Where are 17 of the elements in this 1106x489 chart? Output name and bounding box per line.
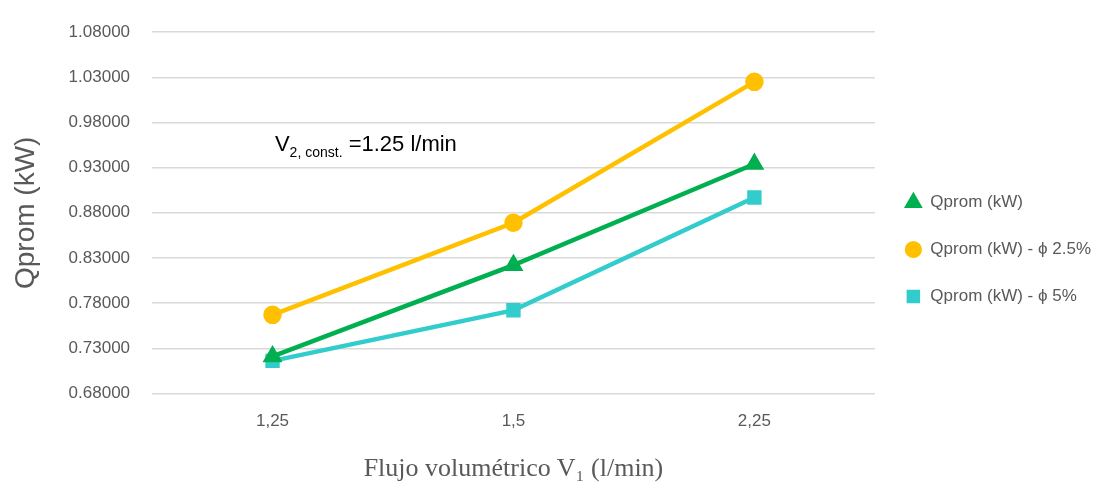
y-tick-label: 0.68000 bbox=[68, 383, 131, 403]
y-tick-label: 0.73000 bbox=[68, 337, 131, 357]
x-tick-label: 2,25 bbox=[737, 411, 771, 431]
y-axis-title: Qprom (kW) bbox=[8, 136, 40, 290]
y-tick-label: 0.93000 bbox=[68, 157, 131, 177]
x-tick-label: 1,25 bbox=[255, 411, 290, 431]
y-tick-label: 1.03000 bbox=[68, 67, 131, 87]
legend-label: Qprom (kW) bbox=[930, 192, 1023, 212]
legend-label: Qprom (kW) - ϕ 5% bbox=[930, 286, 1077, 306]
x-tick-label: 1,5 bbox=[501, 411, 526, 431]
y-tick-label: 1.08000 bbox=[68, 21, 131, 41]
y-tick-label: 0.78000 bbox=[68, 292, 131, 312]
y-tick-label: 0.83000 bbox=[68, 247, 131, 267]
y-tick-label: 0.98000 bbox=[68, 112, 131, 132]
x-axis-title: Flujo volumétrico V₁ (l/min) bbox=[363, 453, 664, 483]
legend-label: Qprom (kW) - ϕ 2.5% bbox=[930, 239, 1092, 259]
y-tick-label: 0.88000 bbox=[68, 202, 131, 222]
